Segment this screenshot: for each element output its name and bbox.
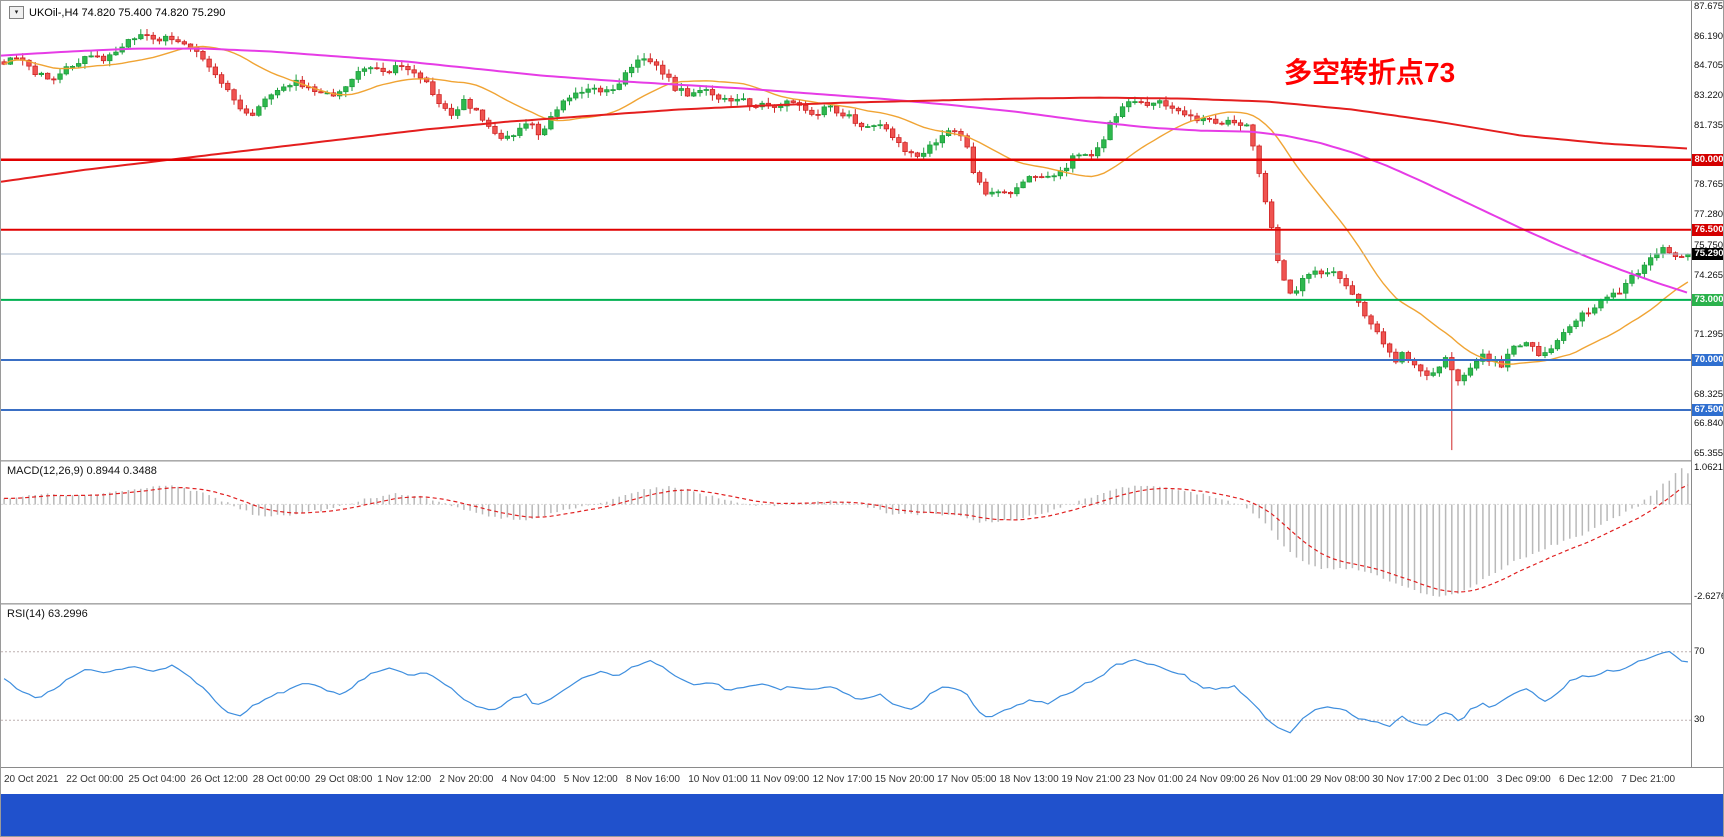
price-axis-label: 86.190: [1694, 30, 1724, 42]
rsi-axis-label: 70: [1694, 645, 1705, 657]
price-axis-label: 87.675: [1694, 1, 1724, 12]
bottom-bar: [1, 794, 1723, 836]
macd-canvas[interactable]: [1, 462, 1691, 603]
symbol-box: ▾ UKOil-,H4 74.820 75.400 74.820 75.290: [6, 5, 229, 20]
x-axis-label: 1 Nov 12:00: [377, 774, 432, 785]
x-axis-label: 22 Oct 00:00: [66, 774, 124, 785]
ma-fast-line: [3, 45, 1689, 366]
price-badge: 67.500: [1692, 404, 1723, 417]
x-axis-label: 6 Dec 12:00: [1559, 774, 1613, 785]
price-chart-canvas[interactable]: [1, 1, 1691, 460]
x-axis-label: 3 Dec 09:00: [1496, 774, 1551, 785]
price-badge: 75.290: [1692, 248, 1723, 261]
price-badge: 70.000: [1692, 353, 1723, 366]
rsi-canvas[interactable]: [1, 605, 1691, 767]
price-axis-label: 78.765: [1694, 179, 1724, 191]
x-axis-label: 8 Nov 16:00: [626, 774, 680, 785]
x-axis-label: 29 Oct 08:00: [315, 774, 373, 785]
x-axis-label: 2 Nov 20:00: [439, 774, 494, 785]
price-badge: 76.500: [1692, 223, 1723, 236]
macd-axis-label: 1.0621: [1694, 462, 1724, 473]
price-axis-label: 77.280: [1694, 209, 1724, 221]
price-axis-label: 68.325: [1694, 388, 1724, 400]
x-axis-label: 2 Dec 01:00: [1434, 774, 1489, 785]
x-axis-label: 7 Dec 21:00: [1621, 774, 1676, 785]
x-axis-label: 23 Nov 01:00: [1123, 774, 1184, 785]
price-axis-label: 71.295: [1694, 329, 1724, 341]
price-axis-label: 81.735: [1694, 119, 1724, 131]
price-badge: 73.000: [1692, 293, 1723, 306]
x-axis-label: 29 Nov 08:00: [1310, 774, 1370, 785]
rsi-label: RSI(14) 63.2996: [7, 608, 88, 620]
x-axis-label: 5 Nov 12:00: [563, 774, 618, 785]
macd-label: MACD(12,26,9) 0.8944 0.3488: [7, 465, 157, 477]
symbol-ohlc-label: UKOil-,H4 74.820 75.400 74.820 75.290: [29, 6, 226, 19]
x-axis-label: 10 Nov 01:00: [688, 774, 748, 785]
chart-annotation-text[interactable]: 多空转折点73: [1284, 57, 1456, 88]
price-badge: 80.000: [1692, 153, 1723, 166]
price-axis-label: 75.750: [1694, 239, 1724, 251]
x-axis-label: 15 Nov 20:00: [874, 774, 935, 785]
rsi-axis-label: 30: [1694, 714, 1705, 726]
x-axis-label: 26 Oct 12:00: [190, 774, 248, 785]
macd-signal-line: [4, 484, 1689, 593]
x-axis-label: 11 Nov 09:00: [750, 774, 810, 785]
x-axis-label: 17 Nov 05:00: [937, 774, 997, 785]
x-axis-label: 19 Nov 21:00: [1061, 774, 1121, 785]
x-axis-label: 25 Oct 04:00: [128, 774, 186, 785]
x-axis-label: 28 Oct 00:00: [252, 774, 311, 785]
x-axis-label: 18 Nov 13:00: [999, 774, 1059, 785]
x-axis-label: 4 Nov 04:00: [501, 774, 556, 785]
x-axis-label: 20 Oct 2021: [4, 774, 59, 785]
x-axis-label: 30 Nov 17:00: [1372, 774, 1432, 785]
price-axis-label: 83.220: [1694, 90, 1724, 102]
price-axis-label: 84.705: [1694, 60, 1724, 72]
rsi-line: [3, 650, 1688, 734]
panel-separator[interactable]: [1, 460, 1723, 462]
time-axis[interactable]: 20 Oct 2021 22 Oct 00:00 25 Oct 04:00 26 Oc…: [1, 767, 1723, 794]
ma-red-line: [1, 96, 1688, 183]
price-axis-label: 66.840: [1694, 418, 1724, 430]
price-axis-label: 65.355: [1694, 448, 1724, 459]
macd-axis-label: -2.6276: [1694, 591, 1724, 602]
price-axis-label: 74.265: [1694, 269, 1724, 281]
x-axis-label: 26 Nov 01:00: [1248, 774, 1308, 785]
x-axis-label: 12 Nov 17:00: [812, 774, 873, 785]
price-axis[interactable]: 87.675 86.190 84.705 83.220 81.735 78.765 77.2…: [1691, 1, 1724, 767]
x-axis-label: 24 Nov 09:00: [1185, 774, 1246, 785]
chevron-down-icon[interactable]: ▾: [9, 6, 24, 19]
ma-magenta-line: [1, 47, 1688, 294]
panel-separator[interactable]: [1, 603, 1723, 605]
